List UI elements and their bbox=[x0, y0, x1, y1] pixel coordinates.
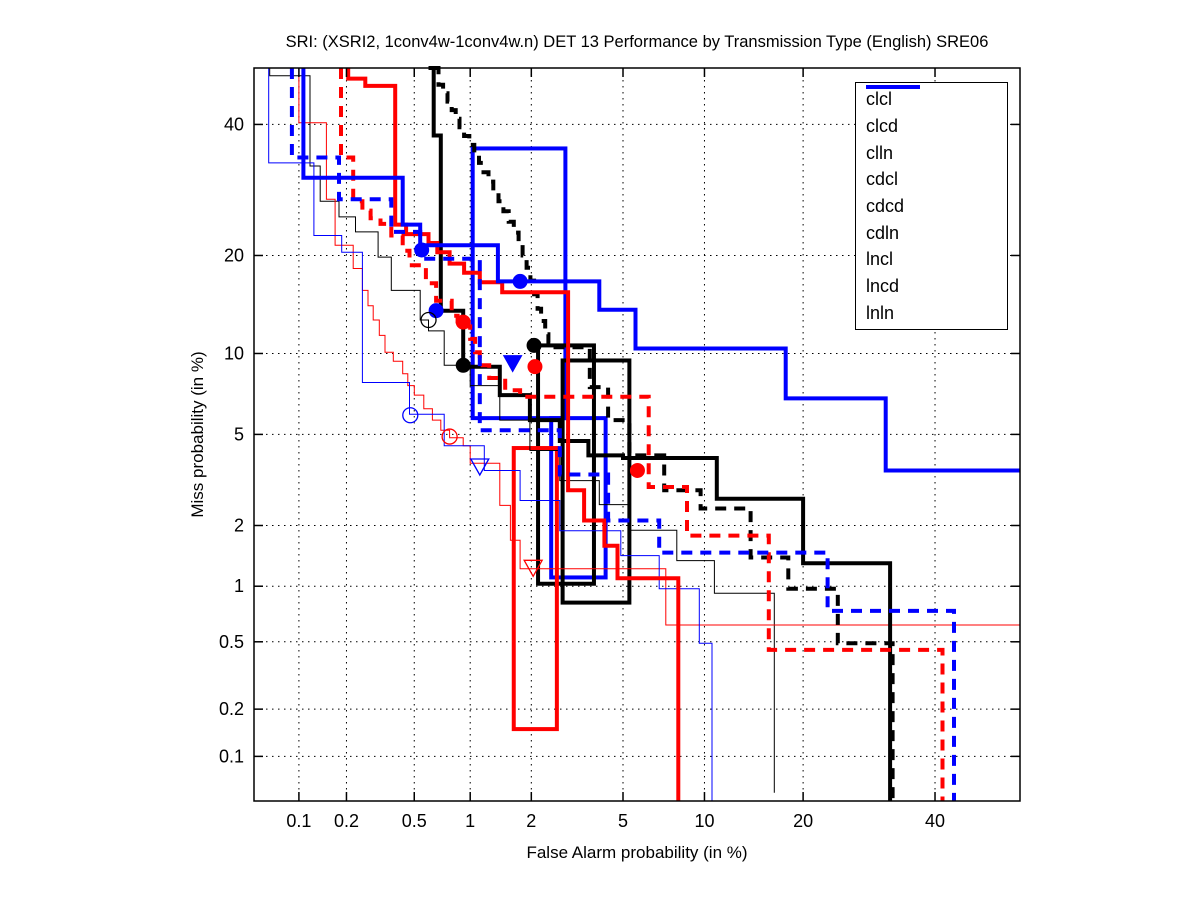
open-circle-marker bbox=[441, 428, 458, 445]
curve-lnln bbox=[268, 68, 713, 801]
open-triangle-marker bbox=[523, 559, 544, 578]
legend-label-cdln: cdln bbox=[866, 222, 900, 243]
dcf-box-cdcl bbox=[511, 446, 559, 732]
y-axis-label: Miss probability (in %) bbox=[188, 351, 207, 517]
filled-triangle-marker bbox=[502, 355, 523, 373]
filled-circle-marker bbox=[527, 359, 543, 375]
legend-item-cdcd: cdcd bbox=[856, 85, 1007, 218]
legend-item-clcd: clcd bbox=[856, 85, 1007, 138]
x-tick-label: 10 bbox=[694, 811, 714, 831]
filled-circle-marker bbox=[512, 273, 528, 289]
legend-label-lncd: lncd bbox=[866, 275, 900, 296]
curve-cdcd bbox=[339, 68, 945, 801]
legend-label-lnln: lnln bbox=[866, 302, 895, 323]
x-axis-label: False Alarm probability (in %) bbox=[526, 843, 747, 862]
dcf-box-clcl bbox=[536, 343, 596, 586]
chart-title: SRI: (XSRI2, 1conv4w-1conv4w.n) DET 13 P… bbox=[286, 33, 989, 51]
legend-item-lnln: lnln bbox=[856, 86, 1007, 325]
x-tick-label: 5 bbox=[618, 811, 628, 831]
legend-item-clln: clln bbox=[856, 86, 1007, 165]
legend-item-lncl: lncl bbox=[856, 85, 1007, 272]
y-tick-label: 2 bbox=[234, 515, 244, 535]
legend-item-cdln: cdln bbox=[856, 86, 1007, 245]
filled-circle-marker bbox=[629, 462, 645, 478]
curve-clln bbox=[269, 68, 775, 793]
filled-circle-marker bbox=[455, 357, 471, 373]
legend-label-cdcl: cdcl bbox=[866, 169, 899, 190]
x-tick-label: 40 bbox=[925, 811, 945, 831]
open-circle-marker bbox=[402, 407, 419, 424]
y-tick-label: 40 bbox=[224, 114, 244, 134]
y-tick-label: 0.5 bbox=[219, 632, 244, 652]
curve-lncd bbox=[289, 68, 956, 801]
y-tick-label: 10 bbox=[224, 343, 244, 363]
legend-label-clcd: clcd bbox=[866, 115, 899, 136]
curve-cdcl bbox=[346, 68, 681, 801]
filled-circle-marker bbox=[526, 337, 542, 353]
y-tick-label: 5 bbox=[234, 424, 244, 444]
open-triangle-marker bbox=[469, 458, 490, 477]
legend-item-cdcl: cdcl bbox=[856, 85, 1007, 192]
legend-label-clln: clln bbox=[866, 142, 894, 163]
legend-box: clcl clcd clln cdcl cdcd cdln lncl lncd lnln bbox=[855, 82, 1008, 330]
x-tick-label: 1 bbox=[465, 811, 475, 831]
open-circle-marker bbox=[420, 311, 437, 329]
curve-lncl bbox=[301, 68, 1020, 473]
x-tick-label: 0.1 bbox=[286, 811, 311, 831]
legend-line-sample-lnln bbox=[866, 86, 920, 88]
dcf-box-clcl bbox=[560, 358, 632, 605]
curve-clcd bbox=[433, 66, 895, 801]
legend-item-lncd: lncd bbox=[856, 85, 1007, 298]
curve-clcl bbox=[428, 66, 893, 801]
legend-label-lncl: lncl bbox=[866, 249, 894, 270]
legend-label-cdcd: cdcd bbox=[866, 195, 905, 216]
x-tick-label: 0.5 bbox=[402, 811, 427, 831]
y-tick-label: 1 bbox=[234, 576, 244, 596]
y-tick-label: 0.1 bbox=[219, 746, 244, 766]
x-tick-label: 20 bbox=[793, 811, 813, 831]
x-tick-label: 0.2 bbox=[334, 811, 359, 831]
legend-label-clcl: clcl bbox=[866, 89, 892, 110]
y-tick-label: 0.2 bbox=[219, 699, 244, 719]
x-tick-label: 2 bbox=[526, 811, 536, 831]
dcf-box-lncl bbox=[549, 416, 608, 580]
y-tick-label: 20 bbox=[224, 245, 244, 265]
filled-circle-marker bbox=[414, 242, 430, 258]
filled-circle-marker bbox=[428, 303, 444, 319]
filled-circle-marker bbox=[455, 314, 471, 330]
